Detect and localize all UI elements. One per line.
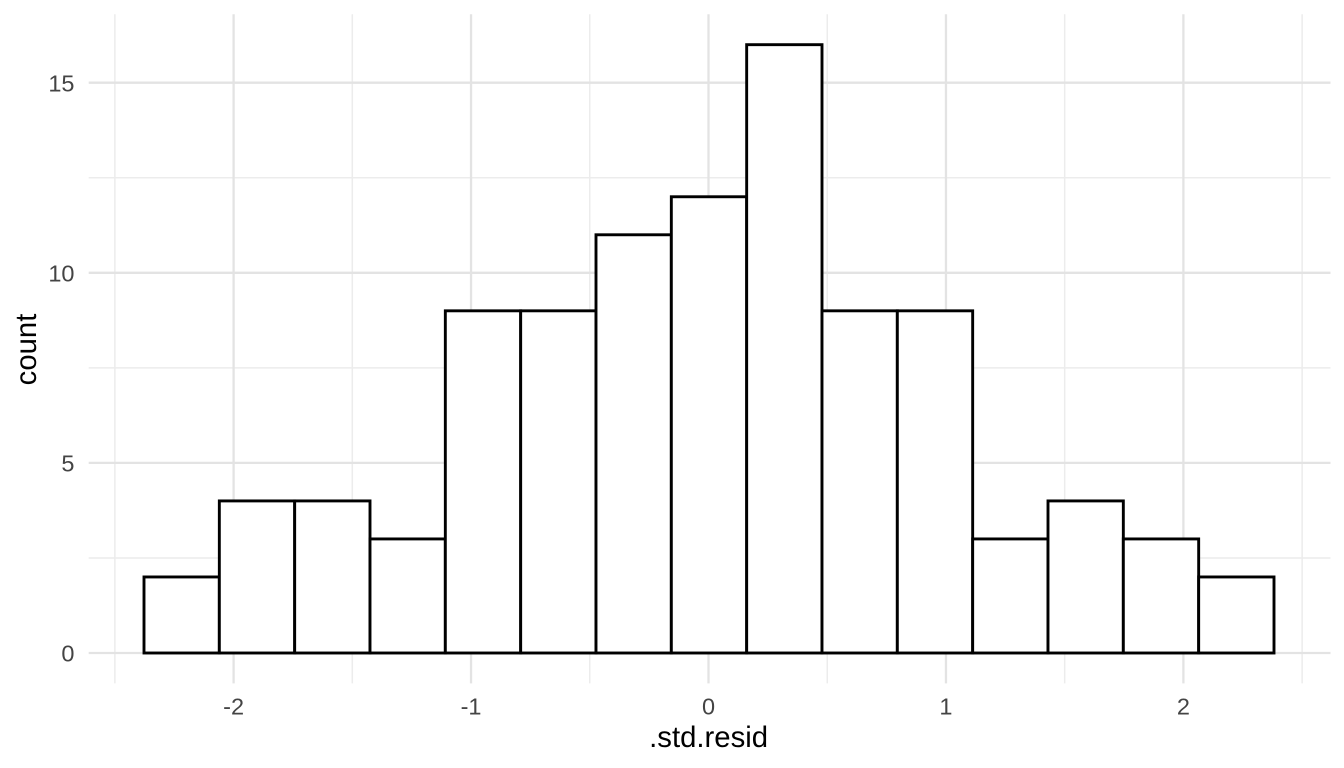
svg-text:15: 15 (48, 70, 74, 96)
svg-text:10: 10 (48, 260, 74, 286)
svg-text:2: 2 (1177, 694, 1190, 720)
svg-text:1: 1 (939, 694, 952, 720)
svg-text:-2: -2 (223, 694, 244, 720)
svg-text:count: count (10, 314, 43, 386)
svg-text:5: 5 (61, 451, 74, 477)
svg-text:.std.resid: .std.resid (649, 721, 768, 754)
svg-text:0: 0 (61, 641, 74, 667)
svg-text:0: 0 (702, 694, 715, 720)
svg-text:-1: -1 (461, 694, 482, 720)
